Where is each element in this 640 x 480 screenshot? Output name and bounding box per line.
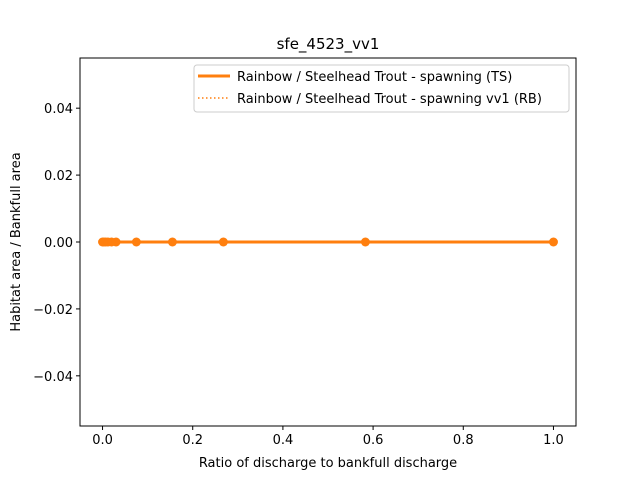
data-point xyxy=(111,237,121,247)
legend-box xyxy=(193,64,570,113)
x-tick-label: 0.2 xyxy=(182,433,203,448)
y-tick-label: −0.04 xyxy=(33,370,73,385)
x-tick-label: 0.0 xyxy=(92,433,113,448)
x-tick-label: 0.4 xyxy=(273,433,294,448)
y-tick-label: −0.02 xyxy=(33,303,73,318)
data-point xyxy=(548,237,558,247)
plot-frame xyxy=(79,57,577,427)
data-point xyxy=(360,237,370,247)
y-tick-label: 0.04 xyxy=(44,102,73,117)
y-tick-label: 0.02 xyxy=(44,169,73,184)
chart-title: sfe_4523_vv1 xyxy=(277,35,380,54)
y-axis: −0.04 −0.02 0.00 0.02 0.04 xyxy=(33,102,80,385)
data-point xyxy=(167,237,177,247)
x-axis: 0.0 0.2 0.4 0.6 0.8 1.0 xyxy=(92,426,564,448)
x-tick-label: 0.8 xyxy=(453,433,474,448)
legend-label: Rainbow / Steelhead Trout - spawning (TS… xyxy=(237,70,512,85)
legend: Rainbow / Steelhead Trout - spawning (TS… xyxy=(193,64,570,113)
y-tick-label: 0.00 xyxy=(44,236,73,251)
x-tick-label: 1.0 xyxy=(543,433,564,448)
x-axis-label: Ratio of discharge to bankfull discharge xyxy=(199,456,457,471)
y-axis-label: Habitat area / Bankfull area xyxy=(9,152,24,331)
plot-area xyxy=(98,237,558,247)
data-point xyxy=(131,237,141,247)
x-tick-label: 0.6 xyxy=(363,433,384,448)
legend-label: Rainbow / Steelhead Trout - spawning vv1… xyxy=(237,92,542,107)
